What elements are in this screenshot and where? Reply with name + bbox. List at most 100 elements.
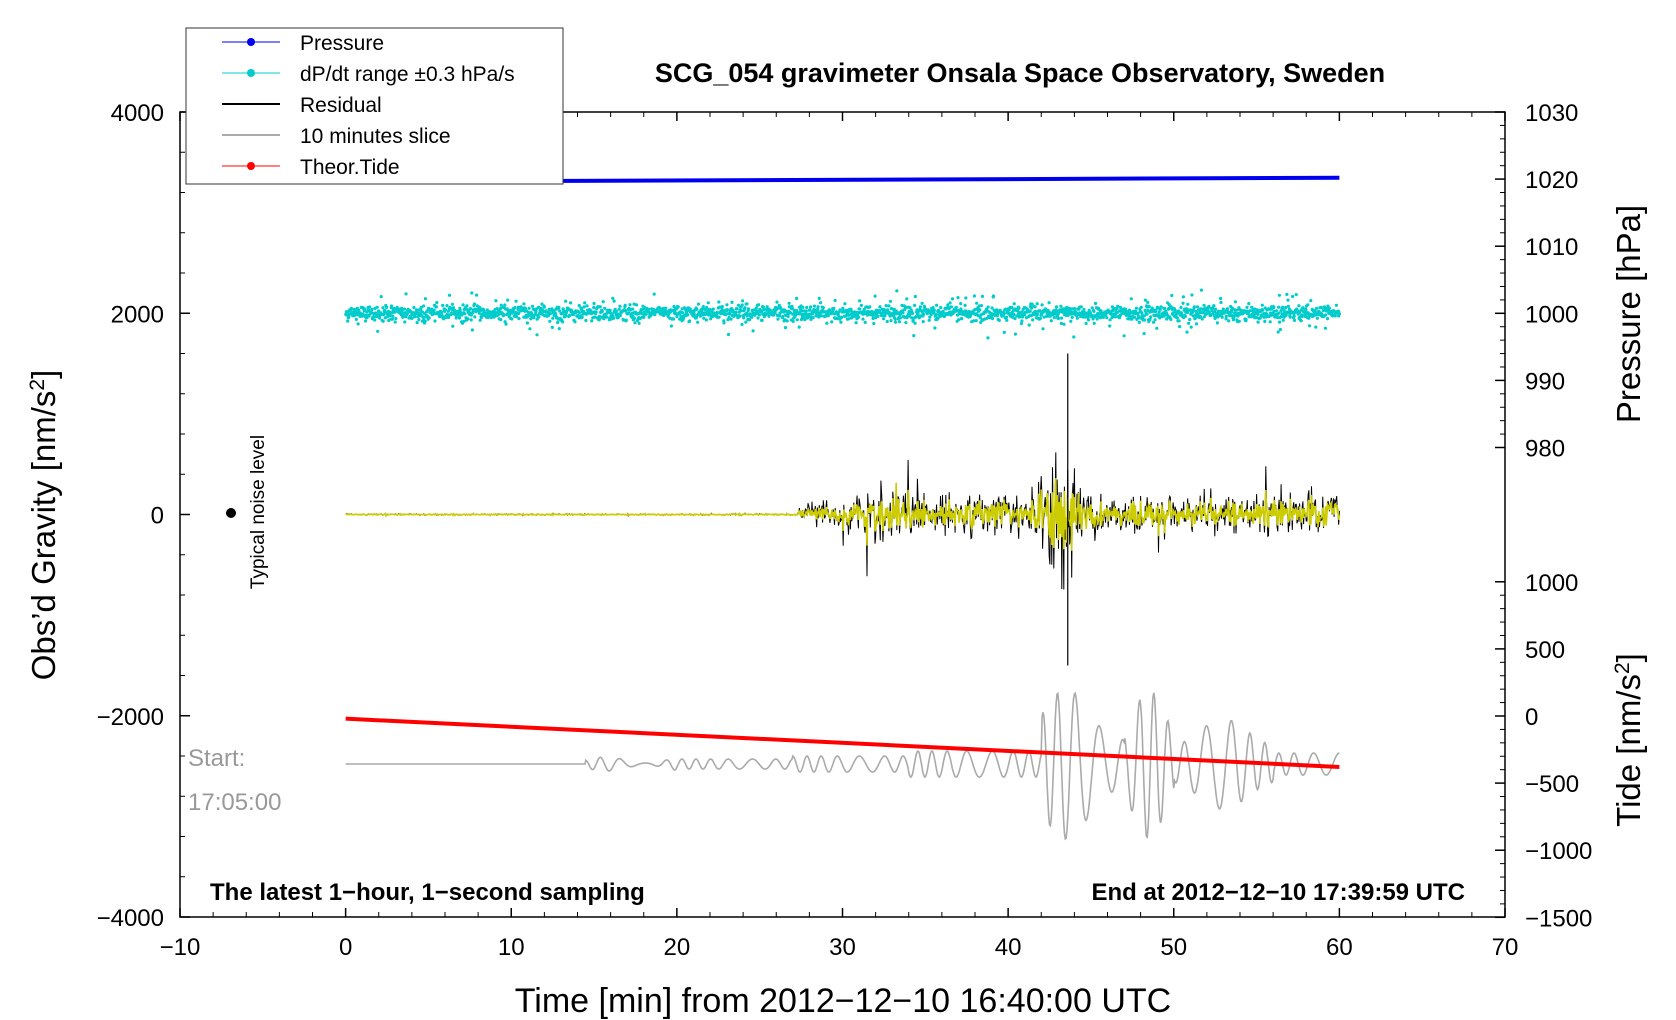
dpdt-point [724,313,728,317]
dpdt-point [1002,312,1006,316]
dpdt-point [1188,308,1192,312]
dpdt-point [922,312,926,316]
dpdt-point [617,307,621,311]
dpdt-point [801,305,805,309]
tide-tick-label: 500 [1525,637,1565,664]
dpdt-point [947,306,951,311]
dpdt-point [1035,312,1039,316]
dpdt-point [901,311,905,315]
dpdt-point [402,315,406,319]
dpdt-point [457,316,462,320]
dpdt-point [1062,322,1066,326]
dpdt-point [1126,311,1130,315]
dpdt-point [354,317,358,321]
dpdt-point [527,306,531,310]
x-tick-label: 70 [1492,934,1519,961]
dpdt-point [858,307,862,311]
dpdt-point [1038,316,1042,320]
dpdt-point [997,318,1001,322]
dpdt-point [841,306,845,310]
dpdt-point [764,313,768,317]
dpdt-point [990,306,994,310]
legend-marker [247,38,255,46]
dpdt-point [895,289,899,293]
dpdt-point [708,312,713,316]
dpdt-point [345,310,349,314]
dpdt-point [986,305,990,309]
end-time-note: End at 2012−12−10 17:39:59 UTC [1091,879,1465,906]
dpdt-point [510,317,514,321]
dpdt-point [1185,330,1189,334]
dpdt-point [1052,316,1056,320]
y-tick-label: 0 [151,503,164,530]
dpdt-point [368,305,372,309]
dpdt-point [367,314,371,318]
dpdt-point [499,306,503,310]
dpdt-point [1033,305,1037,309]
dpdt-point [863,320,867,324]
dpdt-point [840,315,844,319]
dpdt-point [1086,318,1091,322]
dpdt-point [711,307,715,311]
dpdt-point [1227,319,1231,323]
dpdt-point [1194,322,1198,326]
y-tick-label: −4000 [97,905,164,932]
dpdt-point [1277,293,1281,297]
dpdt-point [1281,305,1285,309]
dpdt-point [653,313,657,317]
dpdt-point [469,313,473,317]
dpdt-point [489,315,493,320]
dpdt-point [1244,317,1248,322]
dpdt-point [905,297,909,301]
dpdt-point [363,319,368,323]
legend-marker [247,69,255,77]
dpdt-point [1212,304,1216,308]
dpdt-point [740,322,744,327]
dpdt-point [833,298,837,303]
dpdt-point [377,316,382,320]
dpdt-point [1219,296,1223,301]
dpdt-point [529,312,534,316]
dpdt-point [1042,315,1046,319]
dpdt-point [1279,309,1283,313]
dpdt-point [1220,315,1224,319]
dpdt-point [912,334,916,338]
dpdt-point [711,314,715,318]
dpdt-point [823,310,827,314]
dpdt-point [1060,316,1064,320]
tide-tick-label: 1000 [1525,570,1578,597]
dpdt-point [805,305,809,310]
dpdt-point [391,314,395,318]
dpdt-point [911,319,915,323]
chart-title: SCG_054 gravimeter Onsala Space Observat… [655,58,1385,88]
dpdt-point [898,320,902,324]
dpdt-point [927,318,931,322]
dpdt-point [473,315,477,319]
dpdt-point [1199,288,1203,292]
dpdt-point [451,306,455,310]
dpdt-point [1163,306,1167,311]
dpdt-point [1134,306,1138,310]
dpdt-point [1276,330,1280,334]
dpdt-point [745,314,749,318]
dpdt-point [674,312,678,316]
dpdt-point [1278,320,1282,324]
dpdt-point [577,310,582,315]
dpdt-point [1206,308,1210,312]
dpdt-point [886,308,890,312]
dpdt-point [1304,307,1308,311]
dpdt-point [373,318,377,322]
dpdt-point [346,319,350,323]
dpdt-point [1084,321,1088,326]
dpdt-point [1178,325,1182,329]
dpdt-point [479,316,483,320]
dpdt-point [1306,303,1310,307]
dpdt-point [1190,293,1194,297]
dpdt-point [454,316,458,320]
dpdt-point [1075,316,1079,320]
dpdt-point [1189,325,1193,329]
tide-tick-label: −1500 [1525,905,1592,932]
dpdt-point [679,314,683,318]
dpdt-point [633,321,637,325]
dpdt-point [799,317,804,322]
